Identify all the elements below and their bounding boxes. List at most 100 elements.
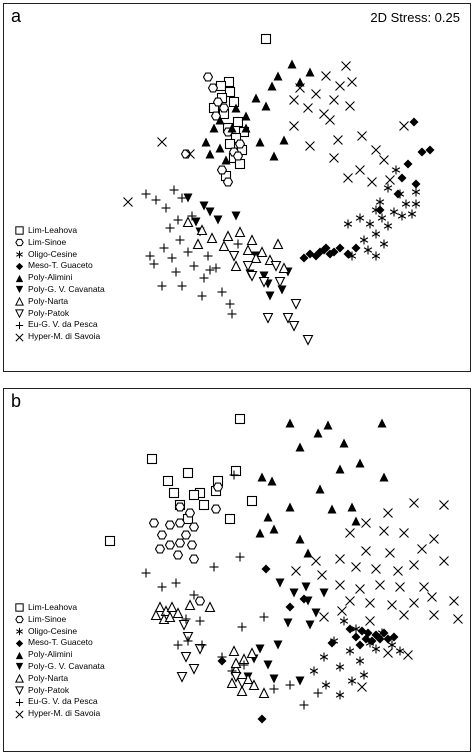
point-b-lim-leahova-12 xyxy=(246,495,258,507)
point-a-hyper-m-di-savoia-15 xyxy=(305,141,315,151)
point-b-lim-sinoe-4 xyxy=(188,522,200,532)
point-b-eu-g-v-da-pesca-3 xyxy=(209,562,219,572)
point-b-lim-leahova-1 xyxy=(146,453,158,465)
point-b-poly-g-v-cavanata-14 xyxy=(305,620,315,630)
point-b-poly-patok-7 xyxy=(236,677,248,689)
point-b-poly-alimini-3 xyxy=(295,442,305,452)
point-b-poly-alimini-10 xyxy=(327,504,337,514)
point-a-hyper-m-di-savoia-19 xyxy=(379,155,389,165)
legend-label: Lim-Leahova xyxy=(28,602,78,612)
point-a-oligo-cesine-10 xyxy=(397,211,407,221)
legend-item-poly-narta: Poly-Narta xyxy=(14,673,105,685)
point-a-oligo-cesine-14 xyxy=(371,229,381,239)
point-a-poly-g-v-cavanata-11 xyxy=(277,285,287,295)
point-a-poly-g-v-cavanata-4 xyxy=(191,217,201,227)
point-b-meso-t-guaceto-4 xyxy=(351,632,361,642)
legend-item-lim-sinoe: Lim-Sinoe xyxy=(14,237,105,249)
point-a-oligo-cesine-15 xyxy=(359,235,369,245)
point-b-hyper-m-di-savoia-13 xyxy=(371,564,381,574)
point-b-eu-g-v-da-pesca-12 xyxy=(217,652,227,662)
point-a-poly-narta-9 xyxy=(230,260,242,272)
point-a-lim-sinoe-8 xyxy=(216,165,228,175)
point-b-poly-patok-4 xyxy=(188,663,200,675)
point-b-meso-t-guaceto-0 xyxy=(261,564,271,574)
point-b-oligo-cesine-14 xyxy=(321,680,331,690)
point-b-eu-g-v-da-pesca-1 xyxy=(235,552,245,562)
legend-marker-poly-narta-icon xyxy=(15,296,24,306)
point-b-lim-leahova-4 xyxy=(168,487,180,499)
point-a-oligo-cesine-20 xyxy=(407,209,417,219)
point-a-poly-narta-1 xyxy=(196,224,208,236)
point-b-hyper-m-di-savoia-35 xyxy=(319,612,329,622)
legend-label: Meso-T. Guaceto xyxy=(28,260,93,271)
point-b-poly-alimini-18 xyxy=(351,516,361,526)
point-b-eu-g-v-da-pesca-13 xyxy=(237,622,247,632)
point-a-poly-alimini-17 xyxy=(279,135,289,145)
point-a-poly-alimini-8 xyxy=(241,111,251,121)
point-b-eu-g-v-da-pesca-7 xyxy=(181,614,191,624)
point-a-eu-g-v-da-pesca-6 xyxy=(187,211,197,221)
legend-label: Lim-Sinoe xyxy=(28,236,67,247)
point-a-poly-patok-8 xyxy=(262,312,274,324)
legend-item-oligo-cesine: Oligo-Cesine xyxy=(14,626,105,638)
point-a-lim-leahova-2 xyxy=(215,80,227,92)
point-b-hyper-m-di-savoia-37 xyxy=(291,566,301,576)
point-b-lim-sinoe-2 xyxy=(184,508,196,518)
point-a-poly-alimini-10 xyxy=(209,123,219,133)
point-b-hyper-m-di-savoia-18 xyxy=(335,580,345,590)
panel-a: a 2D Stress: 0.25 Lim-Leahova Lim-Sinoe Ol… xyxy=(3,3,471,372)
legend-label: Eu-G. V. da Pesca xyxy=(28,319,98,330)
legend-item-poly-g-v-cavanata: Poly-G. V. Cavanata xyxy=(14,284,105,296)
scatter-plot-b xyxy=(104,413,463,724)
point-b-lim-leahova-9 xyxy=(188,489,200,501)
point-a-poly-alimini-13 xyxy=(215,143,225,153)
point-b-poly-alimini-17 xyxy=(303,548,313,558)
legend-marker-poly-narta-icon xyxy=(15,673,24,683)
point-a-meso-t-guaceto-8 xyxy=(299,253,309,263)
point-a-eu-g-v-da-pesca-19 xyxy=(157,281,167,291)
point-a-poly-g-v-cavanata-8 xyxy=(259,271,269,281)
legend-item-poly-alimini: Poly-Alimini xyxy=(14,649,105,661)
point-a-hyper-m-di-savoia-3 xyxy=(347,77,357,87)
point-b-oligo-cesine-12 xyxy=(309,666,319,676)
point-a-hyper-m-di-savoia-22 xyxy=(385,175,395,185)
point-a-eu-g-v-da-pesca-0 xyxy=(141,189,151,199)
point-a-lim-sinoe-6 xyxy=(234,139,246,149)
point-b-meso-t-guaceto-14 xyxy=(355,640,365,650)
point-a-poly-alimini-7 xyxy=(231,103,241,113)
point-a-poly-g-v-cavanata-5 xyxy=(231,211,241,221)
point-b-lim-sinoe-3 xyxy=(174,518,186,528)
point-a-hyper-m-di-savoia-6 xyxy=(289,95,299,105)
legend-label: Poly-Patok xyxy=(28,307,70,318)
legend-item-poly-narta: Poly-Narta xyxy=(14,296,105,308)
point-b-poly-g-v-cavanata-12 xyxy=(269,674,279,684)
point-b-poly-g-v-cavanata-1 xyxy=(289,588,299,598)
point-b-hyper-m-di-savoia-5 xyxy=(399,528,409,538)
point-b-poly-alimini-14 xyxy=(269,524,279,534)
point-b-hyper-m-di-savoia-0 xyxy=(409,498,419,508)
point-b-poly-narta-18 xyxy=(230,657,242,669)
point-a-eu-g-v-da-pesca-12 xyxy=(149,259,159,269)
point-b-oligo-cesine-15 xyxy=(335,690,345,700)
legend-item-lim-leahova: Lim-Leahova xyxy=(14,225,105,237)
legend-label: Poly-Narta xyxy=(28,672,69,683)
point-b-poly-narta-10 xyxy=(246,647,258,659)
legend-label: Poly-G. V. Cavanata xyxy=(28,660,105,671)
point-b-poly-g-v-cavanata-5 xyxy=(311,608,321,618)
point-b-eu-g-v-da-pesca-15 xyxy=(239,660,249,670)
point-b-lim-sinoe-11 xyxy=(154,544,166,554)
point-b-eu-g-v-da-pesca-20 xyxy=(269,684,279,694)
point-a-eu-g-v-da-pesca-15 xyxy=(203,251,213,261)
point-a-oligo-cesine-0 xyxy=(391,165,401,175)
point-b-poly-narta-16 xyxy=(258,687,270,699)
point-b-oligo-cesine-11 xyxy=(359,670,369,680)
point-a-poly-alimini-0 xyxy=(287,59,297,69)
point-b-hyper-m-di-savoia-30 xyxy=(399,610,409,620)
scatter-plot-a xyxy=(123,33,435,346)
legend-label: Poly-Alimini xyxy=(28,272,73,283)
point-b-poly-narta-17 xyxy=(204,601,216,613)
point-a-hyper-m-di-savoia-1 xyxy=(321,71,331,81)
point-a-poly-narta-4 xyxy=(234,226,246,238)
point-b-lim-leahova-2 xyxy=(162,475,174,487)
point-a-meso-t-guaceto-15 xyxy=(329,247,339,257)
